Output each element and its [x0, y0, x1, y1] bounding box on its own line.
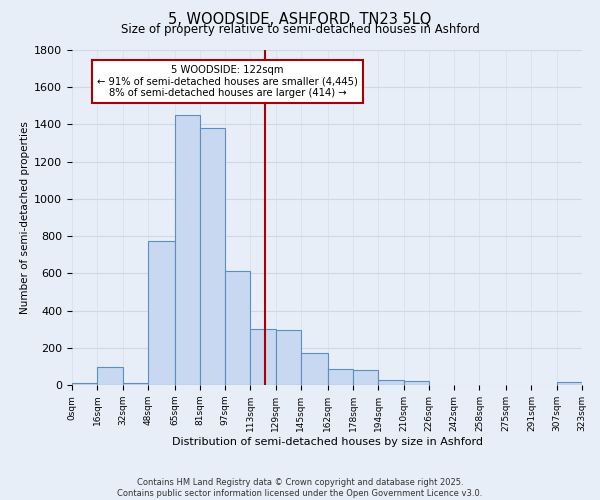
Bar	[379, 380, 404, 385]
Bar	[200, 128, 225, 385]
Bar	[97, 368, 122, 385]
Bar	[353, 370, 379, 385]
Bar	[175, 115, 200, 385]
Text: Size of property relative to semi-detached houses in Ashford: Size of property relative to semi-detach…	[121, 22, 479, 36]
Bar	[404, 382, 429, 385]
Text: Contains HM Land Registry data © Crown copyright and database right 2025.
Contai: Contains HM Land Registry data © Crown c…	[118, 478, 482, 498]
Bar	[328, 369, 353, 385]
Bar	[557, 382, 582, 385]
X-axis label: Distribution of semi-detached houses by size in Ashford: Distribution of semi-detached houses by …	[172, 436, 482, 446]
Bar	[122, 383, 148, 385]
Bar	[275, 330, 301, 385]
Bar	[225, 272, 250, 385]
Bar	[72, 383, 97, 385]
Text: 5, WOODSIDE, ASHFORD, TN23 5LQ: 5, WOODSIDE, ASHFORD, TN23 5LQ	[169, 12, 431, 28]
Bar	[301, 354, 328, 385]
Y-axis label: Number of semi-detached properties: Number of semi-detached properties	[20, 121, 30, 314]
Bar	[148, 241, 175, 385]
Bar	[250, 329, 275, 385]
Text: 5 WOODSIDE: 122sqm
← 91% of semi-detached houses are smaller (4,445)
8% of semi-: 5 WOODSIDE: 122sqm ← 91% of semi-detache…	[97, 65, 358, 98]
